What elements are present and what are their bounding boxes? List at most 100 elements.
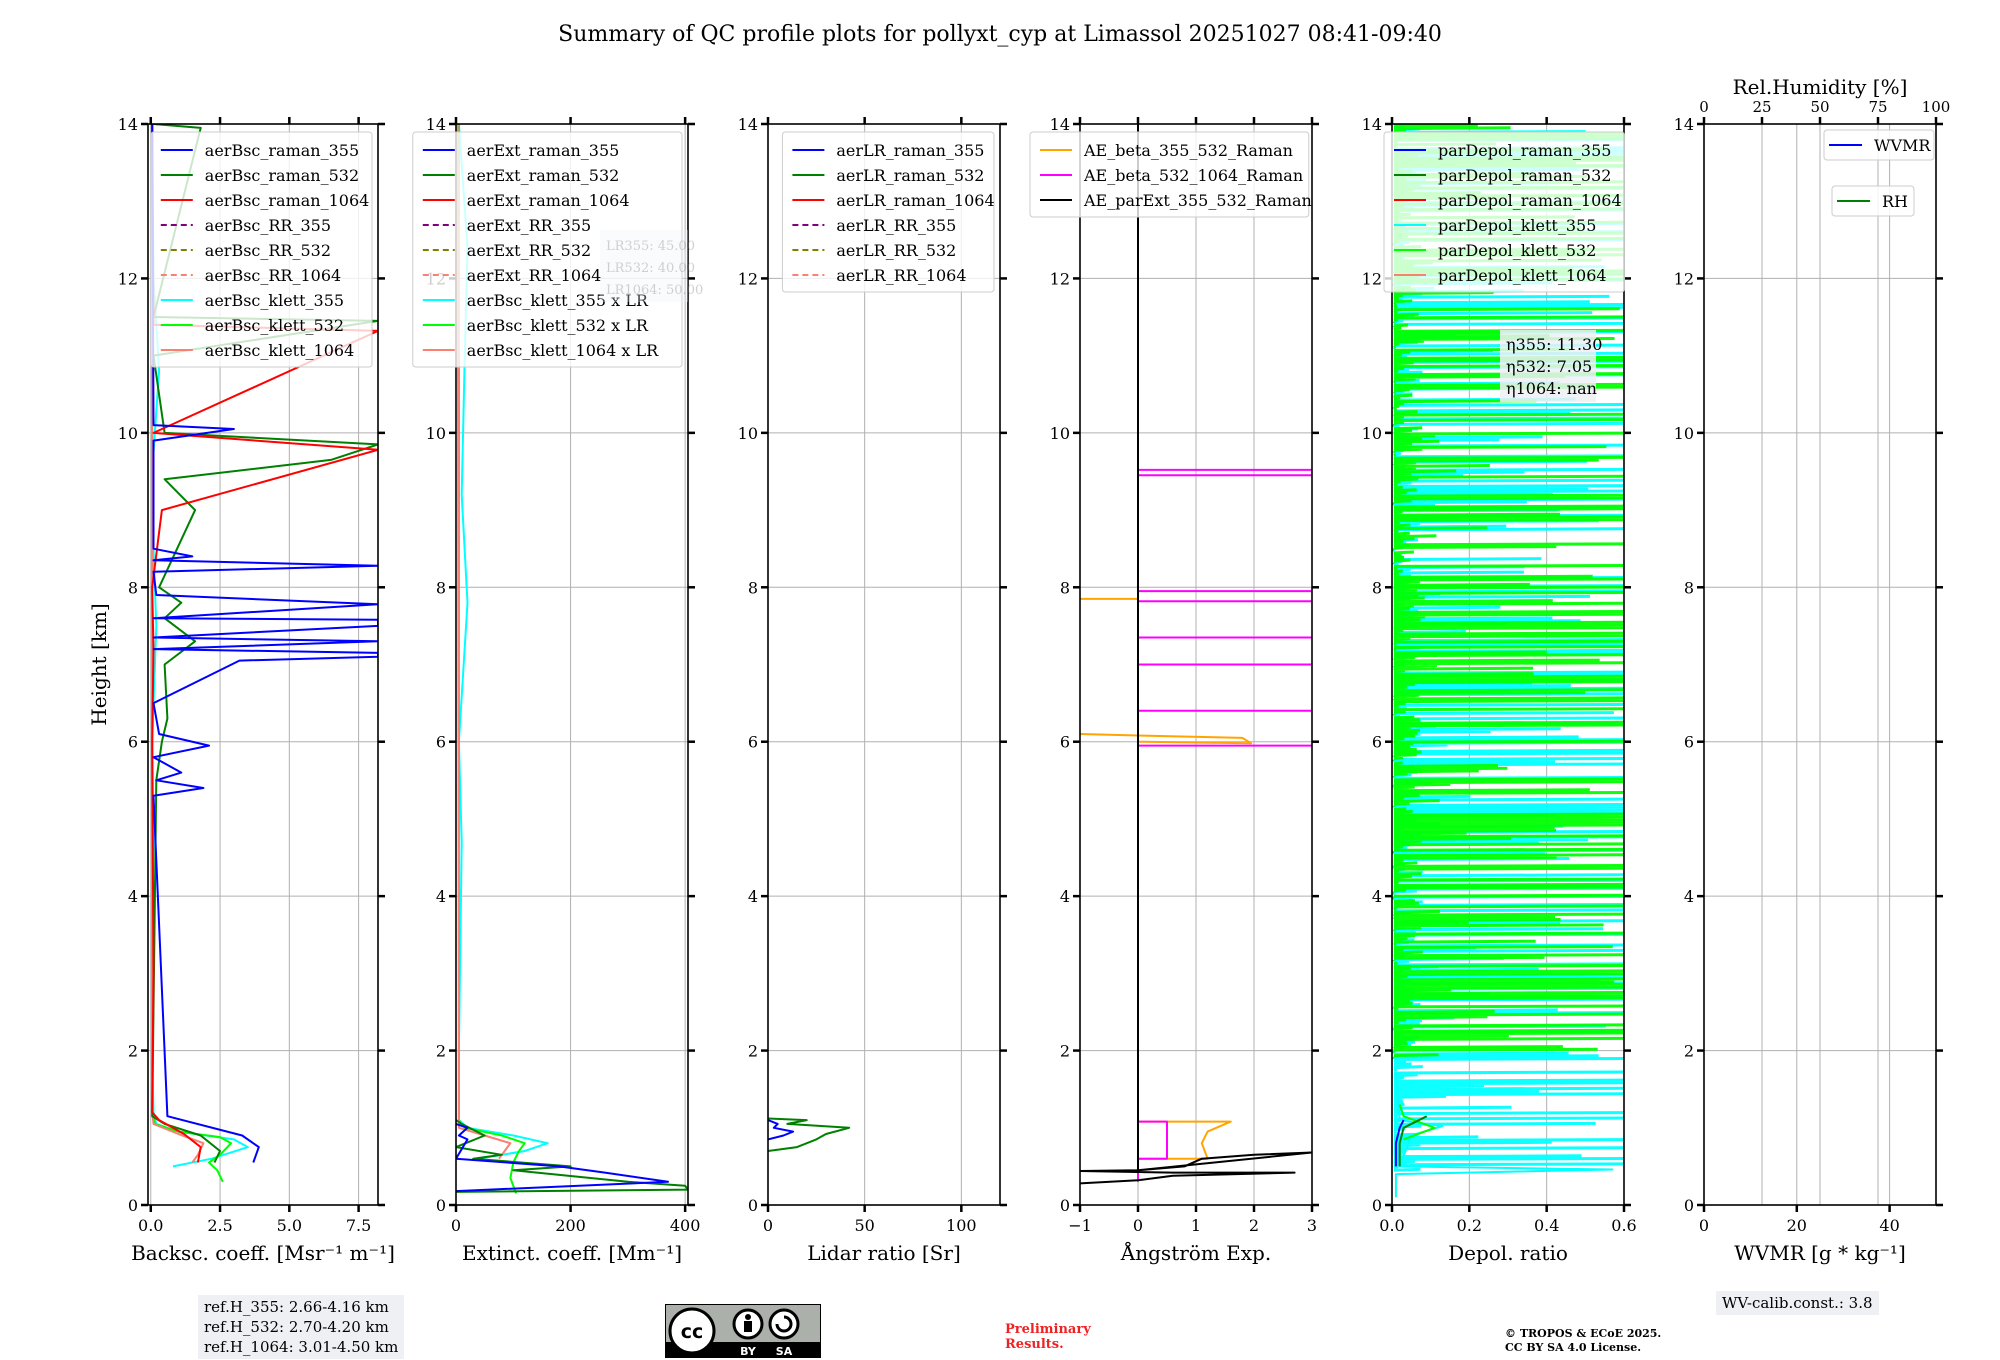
ref-height-355: ref.H_355: 2.66-4.16 km: [204, 1298, 389, 1316]
legend-label: aerBsc_RR_532: [205, 241, 331, 260]
x-tick-label: 0.2: [1457, 1216, 1482, 1235]
y-tick-label: 8: [748, 578, 758, 597]
x-tick-label: 7.5: [346, 1216, 371, 1235]
y-tick-label: 0: [1372, 1196, 1382, 1215]
legend-label: aerLR_RR_355: [836, 216, 956, 235]
y-tick-label: 6: [1684, 733, 1694, 752]
legend-label: aerBsc_raman_1064: [205, 191, 370, 210]
series-aerLR_raman_532: [768, 1117, 851, 1152]
x-tick-label: 200: [555, 1216, 586, 1235]
x-tick-label: 400: [670, 1216, 701, 1235]
legend-label: parDepol_klett_532: [1438, 241, 1596, 260]
y-tick-label: 6: [1060, 733, 1070, 752]
series-AE_parExt_355_532_Raman: [1080, 124, 1312, 1185]
x-tick-label: 0.0: [1379, 1216, 1404, 1235]
annotation-line: LR1064: 50.00: [606, 283, 703, 298]
series-group: [456, 124, 688, 1194]
y-tick-label: 12: [1362, 269, 1382, 288]
annotation-box: [1500, 330, 1596, 402]
x-tick-label: 100: [946, 1216, 977, 1235]
x-axis-label: Ångström Exp.: [1120, 1240, 1271, 1265]
legend: aerLR_raman_355 aerLR_raman_532 aerLR_rama…: [781, 131, 995, 293]
figure-title: Summary of QC profile plots for pollyxt_…: [558, 22, 1442, 47]
y-tick-label: 4: [1372, 887, 1382, 906]
legend-label: parDepol_klett_355: [1438, 216, 1596, 235]
series-group: [1080, 124, 1312, 1185]
legend-label: aerBsc_klett_532: [205, 316, 344, 335]
y-tick-label: 10: [118, 424, 138, 443]
panel-depol: 0 2 4 6 8 10 12 14 0.0 0.2 0.4 0.6 Depol. ratio parDe…: [1362, 115, 1637, 1265]
cc-by-label: BY: [740, 1345, 757, 1358]
legend-label: aerExt_RR_1064: [467, 266, 602, 285]
series-parDepol_raman_355: [1394, 1119, 1405, 1167]
y-tick-label: 14: [426, 115, 446, 134]
axes-frame: [147, 123, 379, 1206]
y-tick-label: 0: [436, 1196, 446, 1215]
series-AE_beta_355_532_Raman: [1080, 597, 1253, 1160]
y-tick-label: 10: [1362, 424, 1382, 443]
legend-box: [1029, 131, 1310, 218]
axes-frame: [767, 123, 1001, 1206]
cc-by-sa-icon: cc BY SA: [665, 1304, 821, 1358]
y-tick-label: 8: [436, 578, 446, 597]
x2-tick-label: 50: [1810, 98, 1829, 116]
axes-frame: [455, 123, 689, 1206]
panel-extinction: 024681012140200400Extinct. coeff. [Mm⁻¹]…: [412, 115, 703, 1265]
legend-label: WVMR: [1874, 136, 1931, 155]
y-tick-label: 14: [738, 115, 758, 134]
series-aerExt_raman_355: [456, 1122, 669, 1193]
annotation-depol: η355: 11.30 η532: 7.05 η1064: nan: [1500, 330, 1602, 402]
x-axis-label: Depol. ratio: [1448, 1241, 1568, 1265]
y-tick-label: 14: [1674, 115, 1694, 134]
x-tick-label: 0.4: [1534, 1216, 1559, 1235]
y-tick-label: 6: [1372, 733, 1382, 752]
legend-label: aerBsc_klett_1064 x LR: [467, 341, 659, 360]
series-AE_beta_532_1064_Raman: [1137, 468, 1312, 1182]
legend-box: [1383, 131, 1625, 293]
y-tick-label: 14: [1362, 115, 1382, 134]
y-tick-label: 0: [1060, 1196, 1070, 1215]
series-aerBsc_klett_1064 x LR: [456, 124, 512, 1160]
legend-label: aerBsc_raman_355: [205, 141, 359, 160]
legend-label: aerExt_raman_1064: [467, 191, 630, 210]
axes-frame: [1391, 123, 1625, 1206]
x-axis-label: Lidar ratio [Sr]: [807, 1241, 961, 1265]
legend-label: aerBsc_klett_532 x LR: [467, 316, 649, 335]
legend-label: aerExt_raman_532: [467, 166, 620, 185]
legend-label: aerExt_RR_355: [467, 216, 591, 235]
y-tick-label: 4: [748, 887, 758, 906]
legend: AE_beta_355_532_Raman AE_beta_532_1064_Ra…: [1029, 131, 1312, 218]
y-tick-label: 2: [1060, 1042, 1070, 1061]
annotation-line: LR355: 45.00: [606, 239, 695, 254]
y-tick-label: 12: [1050, 269, 1070, 288]
legend-label: aerBsc_klett_355 x LR: [467, 291, 649, 310]
legend-label: aerBsc_RR_355: [205, 216, 331, 235]
series-aerBsc_raman_355: [151, 124, 378, 1163]
series-parDepol_klett_355: [1394, 1073, 1614, 1198]
legend-wvmr: WVMR: [1823, 129, 1935, 161]
wv-calibration-constant: WV-calib.const.: 3.8: [1722, 1294, 1873, 1312]
cc-sa-label: SA: [776, 1345, 793, 1358]
y-tick-label: 0: [128, 1196, 138, 1215]
legend-label: aerBsc_klett_355: [205, 291, 344, 310]
legend: aerExt_raman_355 aerExt_raman_532 aerExt_r…: [412, 131, 683, 368]
legend-label: aerBsc_klett_1064: [205, 341, 354, 360]
x-axis-label: Extinct. coeff. [Mm⁻¹]: [462, 1241, 682, 1265]
y-tick-label: 2: [1684, 1042, 1694, 1061]
y-tick-label: 10: [738, 424, 758, 443]
annotation-line: η1064: nan: [1506, 379, 1597, 398]
y-tick-label: 8: [1060, 578, 1070, 597]
y-tick-label: 2: [748, 1042, 758, 1061]
x-tick-label: 20: [1787, 1216, 1807, 1235]
preliminary-line-1: Preliminary: [1005, 1322, 1091, 1337]
y-tick-label: 14: [1050, 115, 1070, 134]
legend: aerBsc_raman_355 aerBsc_raman_532 aerBsc_r…: [150, 131, 373, 368]
x-tick-label: 0.6: [1611, 1216, 1636, 1235]
svg-text:cc: cc: [681, 1321, 704, 1343]
y-tick-label: 8: [1372, 578, 1382, 597]
panel-lidar-ratio: 0 2 4 6 8 10 12 14 0 50 100 Lidar ratio [Sr] aerLR_r…: [738, 115, 1007, 1265]
legend-label: aerLR_RR_1064: [836, 266, 966, 285]
legend-label: RH: [1882, 192, 1908, 211]
y-tick-label: 0: [1684, 1196, 1694, 1215]
